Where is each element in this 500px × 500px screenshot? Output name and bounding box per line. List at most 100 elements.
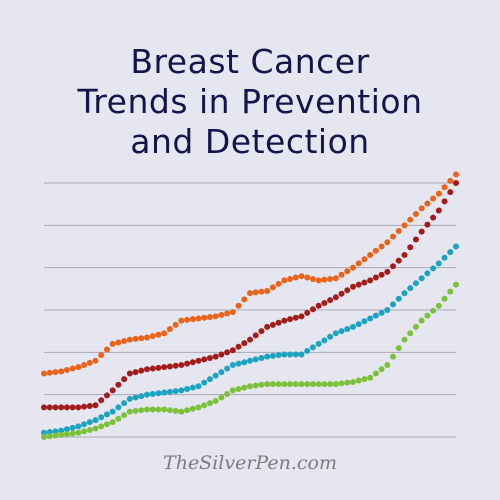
line-dot (81, 403, 88, 410)
line-dot (149, 333, 156, 340)
line-dot (395, 295, 402, 302)
data-point (229, 387, 236, 394)
line-dot (172, 388, 179, 395)
data-point (58, 431, 65, 438)
line-dot (252, 356, 259, 363)
line-dot (241, 384, 248, 391)
line-dot (81, 428, 88, 435)
line-dot (132, 394, 139, 401)
line-dot (287, 275, 294, 282)
line-dot (166, 407, 173, 414)
line-dot (201, 402, 208, 409)
data-point (109, 419, 116, 426)
line-dot (189, 405, 196, 412)
line-dot (344, 268, 351, 275)
data-point (367, 277, 374, 284)
data-point (109, 340, 116, 347)
data-point (281, 351, 288, 358)
data-point (178, 362, 185, 369)
line-dot (372, 274, 379, 281)
data-point (247, 383, 253, 390)
line-dot (304, 381, 311, 388)
data-point (264, 381, 271, 388)
data-point (281, 317, 288, 324)
data-point (92, 425, 99, 432)
data-point (350, 323, 356, 330)
data-point (315, 381, 322, 388)
line-dot (86, 426, 93, 433)
data-point (75, 364, 82, 371)
line-dot (138, 393, 145, 400)
line-dot (372, 247, 379, 254)
data-point (126, 408, 133, 415)
line-dot (166, 363, 173, 370)
data-point (332, 275, 339, 282)
line-dot (304, 347, 311, 354)
line-dot (166, 388, 173, 395)
data-point (41, 370, 47, 377)
line-dot (166, 326, 173, 333)
line-dot (138, 367, 145, 374)
line-dot (321, 276, 328, 283)
series-1 (41, 171, 459, 377)
line-dot (338, 328, 345, 335)
line-dot (224, 365, 231, 372)
line-dot (309, 381, 316, 388)
line-dot (269, 321, 276, 328)
line-dot (224, 349, 231, 356)
line-dot (424, 221, 431, 228)
line-dot (258, 381, 265, 388)
data-point (264, 287, 271, 294)
data-point (350, 283, 356, 290)
data-point (298, 351, 305, 358)
line-dot (275, 280, 282, 287)
line-dot (269, 352, 276, 359)
line-dot (52, 404, 59, 411)
line-dot (361, 318, 368, 325)
line-dot (424, 270, 431, 277)
chart-title-line-3: and Detection (130, 122, 370, 161)
data-point (109, 408, 116, 415)
line-dot (258, 288, 265, 295)
data-point (453, 243, 459, 250)
chart-title: Breast Cancer Trends in Prevention and D… (0, 42, 500, 162)
data-point (178, 408, 185, 415)
line-dot (441, 254, 448, 261)
line-dot (252, 382, 259, 389)
line-dot (441, 184, 448, 191)
line-dot (149, 406, 156, 413)
line-dot (86, 402, 93, 409)
line-dot (172, 362, 179, 369)
series-2 (41, 180, 459, 411)
line-dot (189, 359, 196, 366)
line-dot (407, 244, 414, 251)
data-point (144, 391, 150, 398)
data-point (144, 366, 150, 373)
data-point (195, 357, 202, 364)
line-dot (275, 381, 282, 388)
line-dot (138, 407, 145, 414)
line-dot (235, 360, 242, 367)
line-dot (424, 200, 431, 207)
line-dot (372, 370, 379, 377)
data-point (161, 406, 168, 413)
data-point (247, 290, 253, 297)
line-dot (321, 337, 328, 344)
line-dot (338, 290, 345, 297)
data-point (367, 374, 374, 381)
line-dot (292, 314, 299, 321)
line-dot (103, 421, 110, 428)
data-point (435, 302, 442, 309)
line-dot (338, 380, 345, 387)
line-dot (412, 280, 419, 287)
line-dot (355, 281, 362, 288)
data-point (212, 353, 219, 360)
line-dot (407, 330, 414, 337)
data-point (401, 222, 408, 229)
data-point (298, 273, 305, 280)
line-dot (206, 354, 213, 361)
line-dot (372, 312, 379, 319)
line-dot (407, 216, 414, 223)
data-point (58, 404, 65, 411)
